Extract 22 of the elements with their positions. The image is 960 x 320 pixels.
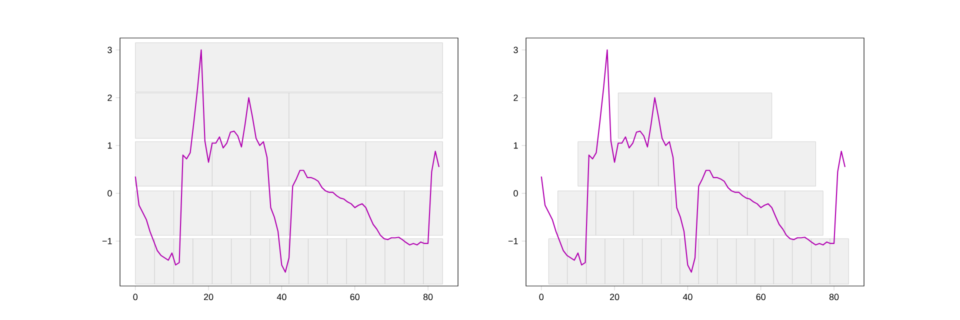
- line-series: [540, 49, 846, 273]
- x-tick-label: 60: [350, 294, 360, 300]
- x-tick-label: 60: [756, 294, 766, 300]
- line-series: [134, 49, 440, 273]
- y-tick-label: −1: [508, 238, 518, 244]
- y-tick-label: 0: [514, 190, 518, 196]
- x-tick-label: 40: [682, 294, 692, 300]
- y-tick-label: 0: [108, 190, 112, 196]
- x-tick-label: 20: [204, 294, 214, 300]
- x-tick-label: 20: [610, 294, 620, 300]
- x-tick-label: 80: [829, 294, 839, 300]
- x-tick-label: 0: [133, 294, 138, 300]
- y-tick-label: −1: [102, 238, 112, 244]
- x-tick-label: 80: [423, 294, 433, 300]
- y-tick-label: 2: [514, 94, 518, 101]
- y-tick-label: 3: [514, 46, 518, 54]
- x-tick-label: 0: [539, 294, 544, 300]
- y-tick-label: 1: [108, 142, 112, 149]
- y-tick-label: 2: [108, 94, 112, 101]
- y-tick-label: 1: [514, 142, 518, 149]
- x-tick-label: 40: [276, 294, 286, 300]
- y-tick-label: 3: [108, 46, 112, 54]
